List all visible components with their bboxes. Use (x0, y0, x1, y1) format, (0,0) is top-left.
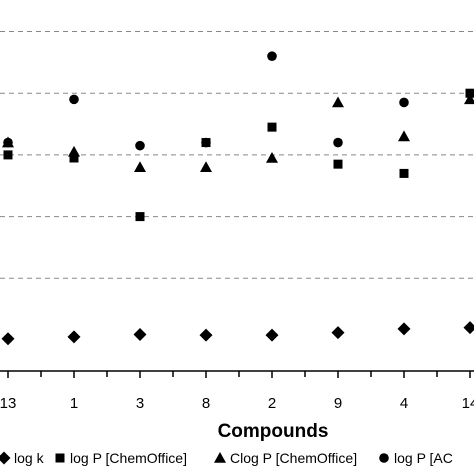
data-point-circle (399, 97, 409, 108)
x-tick-label: 9 (334, 395, 342, 412)
data-point-square (69, 153, 79, 163)
data-point-circle (333, 137, 343, 148)
x-tick-label: 3 (136, 395, 144, 412)
data-point-diamond (133, 327, 147, 341)
x-tick-label: 2 (268, 395, 276, 412)
legend-marker-square (55, 453, 65, 463)
legend-item: log k (0, 450, 45, 466)
legend-marker-circle (379, 453, 389, 463)
data-point-diamond (331, 326, 345, 340)
legend-item: log P [ChemOffice] (55, 450, 187, 466)
data-point-diamond (397, 322, 411, 336)
data-point-diamond (1, 332, 15, 346)
data-point-square (465, 88, 474, 98)
gridlines (0, 31, 474, 279)
data-point-diamond (67, 330, 81, 344)
data-point-triangle (398, 130, 410, 142)
series-2 (2, 93, 474, 173)
x-ticks: 1313829414 (0, 371, 474, 412)
data-point-square (3, 150, 13, 160)
legend-marker-diamond (0, 451, 11, 465)
data-point-square (135, 212, 145, 222)
data-point-triangle (332, 96, 344, 108)
data-point-triangle (266, 151, 278, 163)
x-tick-label: 4 (400, 395, 408, 412)
series-0 (1, 321, 474, 346)
legend-item: Clog P [ChemOffice] (214, 450, 357, 466)
data-point-circle (267, 51, 277, 61)
data-point-diamond (265, 328, 279, 342)
data-point-circle (135, 140, 145, 151)
legend-item: log P [AC (379, 450, 453, 466)
legend: log k log P [ChemOffice] Clog P [ChemOffic… (0, 450, 453, 466)
data-point-diamond (199, 328, 213, 342)
data-points (1, 51, 474, 346)
data-point-triangle (200, 161, 212, 173)
data-point-triangle (68, 145, 80, 157)
data-point-diamond (463, 321, 474, 335)
x-tick-label: 13 (0, 395, 16, 412)
x-axis-title: Compounds (218, 421, 329, 442)
data-point-circle (69, 94, 79, 105)
data-point-triangle (134, 161, 146, 173)
data-point-circle (201, 137, 211, 148)
series-3 (3, 51, 409, 151)
legend-label: Clog P [ChemOffice] (230, 450, 357, 466)
data-point-square (267, 122, 277, 132)
legend-label: log k (14, 450, 45, 466)
legend-label: log P [AC (394, 450, 453, 466)
legend-marker-triangle (214, 452, 226, 463)
x-tick-label: 14 (462, 395, 474, 412)
legend-label: log P [ChemOffice] (70, 450, 187, 466)
data-point-triangle (464, 93, 474, 105)
x-tick-label: 8 (202, 395, 210, 412)
data-point-circle (3, 137, 13, 148)
data-point-square (399, 168, 409, 178)
x-tick-label: 1 (70, 395, 78, 412)
data-point-square (333, 159, 343, 169)
